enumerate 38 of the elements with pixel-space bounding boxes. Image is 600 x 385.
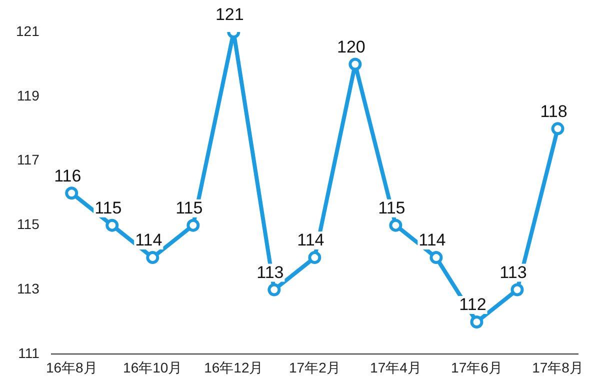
- y-tick-label: 117: [17, 152, 40, 168]
- data-label: 115: [176, 198, 203, 218]
- data-label: 113: [256, 262, 284, 282]
- point: [308, 251, 322, 264]
- y-tick-label: 111: [18, 345, 40, 362]
- data-label: 112: [459, 295, 486, 314]
- data-label: 114: [418, 230, 446, 250]
- x-tick-label: 17年8月: [532, 359, 584, 376]
- y-tick-label: 115: [17, 216, 40, 232]
- data-label: 116: [54, 166, 82, 186]
- data-label: 114: [135, 230, 162, 250]
- point: [146, 251, 160, 264]
- x-tick-label: 16年12月: [204, 359, 264, 376]
- x-tick-label: 16年8月: [46, 359, 98, 376]
- point: [389, 218, 402, 232]
- data-label: 120: [337, 37, 366, 56]
- point: [268, 283, 281, 296]
- data-label: 114: [297, 230, 324, 250]
- data-label: 113: [500, 262, 527, 282]
- data-label: 121: [215, 5, 244, 24]
- x-tick-label: 17年2月: [289, 359, 340, 376]
- data-label: 118: [540, 102, 568, 121]
- data-label: 115: [94, 198, 122, 218]
- point: [186, 218, 200, 232]
- y-tick-label: 121: [16, 22, 40, 39]
- point: [510, 283, 524, 296]
- point: [430, 251, 443, 264]
- x-tick-label: 17年6月: [451, 359, 502, 376]
- point: [65, 186, 78, 200]
- data-label: 115: [378, 198, 406, 218]
- x-tick-label: 17年4月: [370, 359, 422, 376]
- y-tick-label: 119: [17, 87, 40, 104]
- x-tick-label: 16年10月: [123, 359, 182, 376]
- point: [106, 218, 119, 232]
- y-tick-label: 113: [17, 280, 40, 297]
- point: [551, 122, 564, 136]
- point: [470, 315, 484, 328]
- point: [348, 58, 362, 71]
